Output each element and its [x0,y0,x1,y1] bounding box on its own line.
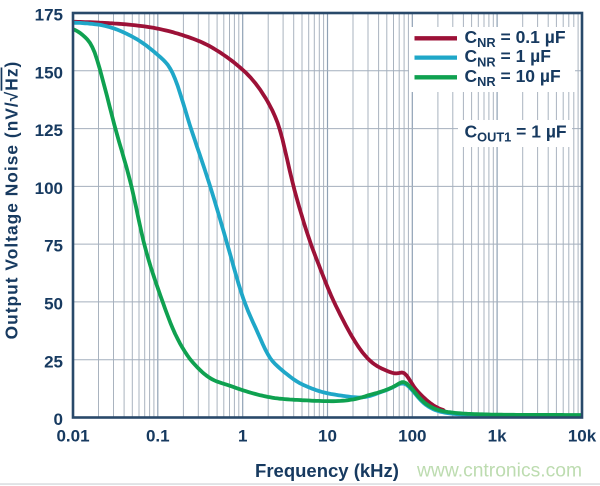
svg-text:www.cntronics.com: www.cntronics.com [416,461,582,482]
svg-text:25: 25 [44,352,63,371]
svg-text:150: 150 [35,63,63,82]
svg-text:Frequency (kHz): Frequency (kHz) [255,460,399,481]
svg-text:125: 125 [35,121,63,140]
svg-text:100: 100 [398,427,426,446]
svg-text:0.01: 0.01 [56,427,89,446]
svg-text:175: 175 [35,6,63,25]
svg-text:10: 10 [318,427,337,446]
svg-text:0: 0 [54,410,63,429]
svg-text:0.1: 0.1 [146,427,170,446]
svg-text:100: 100 [35,179,63,198]
svg-text:75: 75 [44,237,63,256]
svg-text:1k: 1k [488,427,507,446]
svg-text:50: 50 [44,295,63,314]
svg-text:10k: 10k [568,427,597,446]
svg-text:Output Voltage Noise (nV/√Hz): Output Voltage Noise (nV/√Hz) [2,61,22,340]
svg-text:1: 1 [238,427,247,446]
